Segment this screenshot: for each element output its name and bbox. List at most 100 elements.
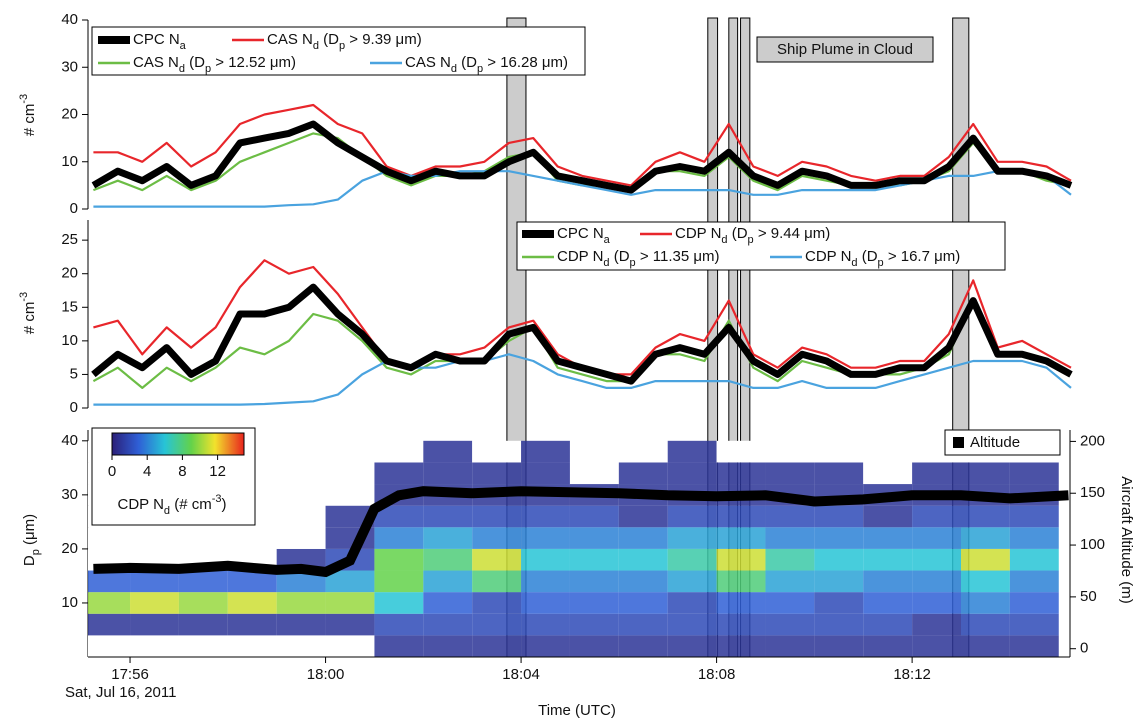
heat-cell — [472, 548, 522, 571]
y-tick-label: 40 — [61, 11, 78, 28]
heat-cell — [618, 570, 668, 593]
heat-cell — [667, 440, 717, 463]
heat-cell — [569, 462, 619, 485]
y2-tick-label: 200 — [1080, 432, 1105, 449]
heat-cell — [423, 635, 473, 657]
heat-cell — [1009, 548, 1059, 571]
heat-cell — [569, 613, 619, 636]
x-axis-title: Time (UTC) — [538, 702, 616, 719]
y-tick-label: 25 — [61, 231, 78, 248]
heat-cell — [423, 527, 473, 549]
shaded-legend-label: Ship Plume in Cloud — [777, 41, 913, 58]
y2-tick-label: 100 — [1080, 536, 1105, 553]
heat-cell — [521, 527, 570, 549]
heat-cell — [716, 462, 766, 485]
heat-cell — [374, 635, 424, 657]
heat-cell — [423, 613, 473, 636]
heat-cell — [374, 592, 424, 614]
heat-cell — [765, 548, 815, 571]
heat-cell — [1009, 613, 1059, 636]
heat-cell — [814, 613, 864, 636]
legend-box — [91, 26, 586, 76]
heat-cell — [912, 527, 961, 549]
heat-cell — [765, 527, 815, 549]
heat-cell — [765, 462, 815, 485]
heat-cell — [178, 570, 228, 593]
heat-cell — [765, 570, 815, 593]
heat-cell — [814, 592, 864, 614]
heat-cell — [912, 592, 961, 614]
heat-cell — [423, 548, 473, 571]
heat-cell — [325, 570, 375, 593]
heat-cell — [618, 527, 668, 549]
heat-cell — [912, 570, 961, 593]
heat-cell — [325, 635, 375, 657]
heat-cell — [814, 462, 864, 485]
heat-cell — [130, 527, 179, 549]
heat-cell — [618, 613, 668, 636]
colorbar — [111, 432, 245, 456]
heat-cell — [667, 570, 717, 593]
heat-cell — [88, 570, 131, 593]
x-tick-label: 18:08 — [698, 666, 736, 683]
heat-cell — [960, 527, 1010, 549]
heat-cell — [716, 505, 766, 528]
heat-cell — [618, 505, 668, 528]
heat-cell — [1009, 635, 1059, 657]
heat-cell — [912, 613, 961, 636]
heat-cell — [863, 527, 913, 549]
heat-cell — [178, 527, 228, 549]
y-tick-label: 10 — [61, 594, 78, 611]
legend-label: CPC Na — [557, 225, 611, 246]
heat-cell — [374, 527, 424, 549]
heat-cell — [667, 462, 717, 485]
y-tick-label: 0 — [70, 200, 78, 217]
heat-cell — [178, 592, 228, 614]
x-tick-label: 18:12 — [893, 666, 931, 683]
heat-cell — [814, 505, 864, 528]
legend-label: Altitude — [970, 434, 1020, 451]
y-axis-title: # cm-3 — [18, 292, 38, 334]
heat-cell — [960, 635, 1010, 657]
heat-cell — [667, 505, 717, 528]
heat-cell — [569, 592, 619, 614]
heat-cell — [1009, 462, 1059, 485]
heat-cell — [374, 613, 424, 636]
heatmap — [88, 440, 1059, 657]
series-line — [91, 120, 1073, 194]
heat-cell — [130, 592, 179, 614]
y2-axis-title: Aircraft Altitude (m) — [1118, 476, 1135, 604]
y-tick-label: 20 — [61, 105, 78, 122]
heat-cell — [227, 592, 277, 614]
heat-cell — [227, 570, 277, 593]
heat-cell — [374, 440, 424, 463]
heat-cell — [618, 548, 668, 571]
heat-cell — [178, 613, 228, 636]
heat-cell — [325, 440, 375, 463]
heat-cell — [276, 635, 326, 657]
colorbar-tick-label: 0 — [108, 463, 116, 480]
heat-cell — [374, 570, 424, 593]
heat-cell — [521, 570, 570, 593]
heat-cell — [716, 527, 766, 549]
heat-cell — [863, 635, 913, 657]
colorbar-tick-label: 12 — [209, 463, 226, 480]
y2-tick-label: 50 — [1080, 588, 1097, 605]
heat-cell — [667, 592, 717, 614]
heat-cell — [569, 440, 619, 463]
heat-cell — [521, 613, 570, 636]
heat-cell — [618, 592, 668, 614]
heat-cell — [765, 613, 815, 636]
y-tick-label: 10 — [61, 153, 78, 170]
heat-cell — [716, 440, 766, 463]
legend-label: CPC Na — [133, 31, 187, 52]
y-tick-label: 10 — [61, 332, 78, 349]
heat-cell — [618, 462, 668, 485]
heat-cell — [130, 635, 179, 657]
heat-cell — [863, 613, 913, 636]
heat-cell — [472, 440, 522, 463]
heat-cell — [814, 527, 864, 549]
heat-cell — [912, 505, 961, 528]
heat-cell — [227, 635, 277, 657]
legend-label: CAS Nd (Dp > 16.28 μm) — [405, 54, 568, 75]
